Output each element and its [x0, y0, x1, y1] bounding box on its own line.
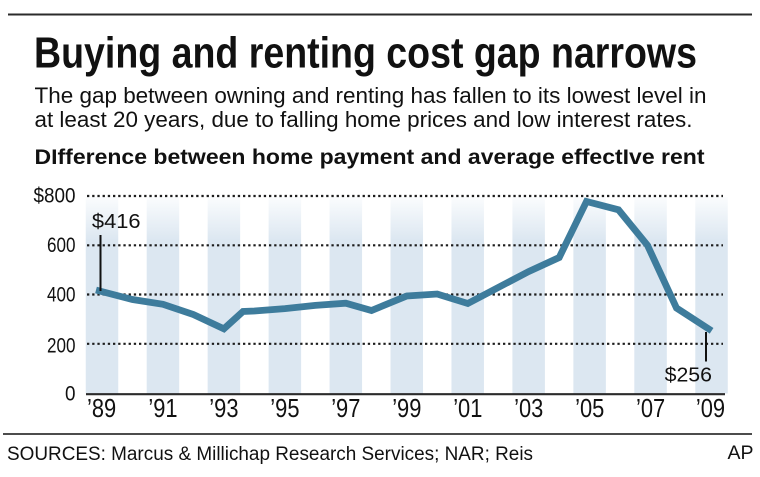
- svg-text:’93: ’93: [209, 395, 238, 423]
- svg-text:’03: ’03: [514, 395, 543, 423]
- svg-text:Buying and renting cost gap na: Buying and renting cost gap narrows: [34, 29, 697, 78]
- svg-text:at least 20 years, due to fall: at least 20 years, due to falling home p…: [35, 107, 693, 132]
- svg-text:’05: ’05: [575, 395, 604, 423]
- svg-text:’89: ’89: [87, 395, 116, 423]
- svg-text:200: 200: [47, 334, 76, 357]
- svg-text:$416: $416: [92, 210, 141, 233]
- svg-text:0: 0: [65, 383, 76, 406]
- svg-text:$256: $256: [665, 364, 712, 387]
- svg-text:AP: AP: [728, 442, 754, 464]
- svg-text:’97: ’97: [331, 395, 360, 423]
- svg-text:’91: ’91: [148, 395, 177, 423]
- svg-text:’95: ’95: [270, 395, 299, 423]
- svg-text:$800: $800: [34, 184, 76, 207]
- svg-text:’99: ’99: [392, 395, 421, 423]
- svg-text:400: 400: [47, 283, 76, 306]
- svg-text:’07: ’07: [636, 395, 665, 423]
- svg-text:SOURCES: Marcus & Millichap Re: SOURCES: Marcus & Millichap Research Ser…: [7, 444, 533, 465]
- svg-text:600: 600: [47, 234, 76, 257]
- svg-text:’09: ’09: [696, 395, 725, 423]
- svg-text:The gap between owning and ren: The gap between owning and renting has f…: [35, 83, 707, 108]
- svg-text:DIfference between home paymen: DIfference between home payment and aver…: [35, 146, 705, 169]
- svg-text:’01: ’01: [453, 395, 482, 423]
